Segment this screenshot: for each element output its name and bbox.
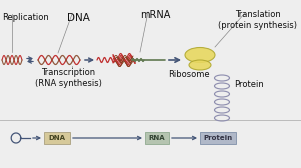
Text: Translation
(protein synthesis): Translation (protein synthesis) xyxy=(219,10,297,30)
Text: DNA: DNA xyxy=(67,13,89,23)
Ellipse shape xyxy=(189,60,211,70)
Text: DNA: DNA xyxy=(48,135,66,141)
FancyBboxPatch shape xyxy=(200,132,236,144)
FancyBboxPatch shape xyxy=(44,132,70,144)
Text: Transcription
(RNA synthesis): Transcription (RNA synthesis) xyxy=(35,68,101,88)
Text: mRNA: mRNA xyxy=(140,10,170,20)
Ellipse shape xyxy=(185,48,215,62)
Text: RNA: RNA xyxy=(149,135,165,141)
Text: Protein: Protein xyxy=(234,80,264,89)
Text: Protein: Protein xyxy=(203,135,233,141)
FancyBboxPatch shape xyxy=(145,132,169,144)
Text: Ribosome: Ribosome xyxy=(168,70,209,79)
Text: Replication: Replication xyxy=(2,13,49,22)
